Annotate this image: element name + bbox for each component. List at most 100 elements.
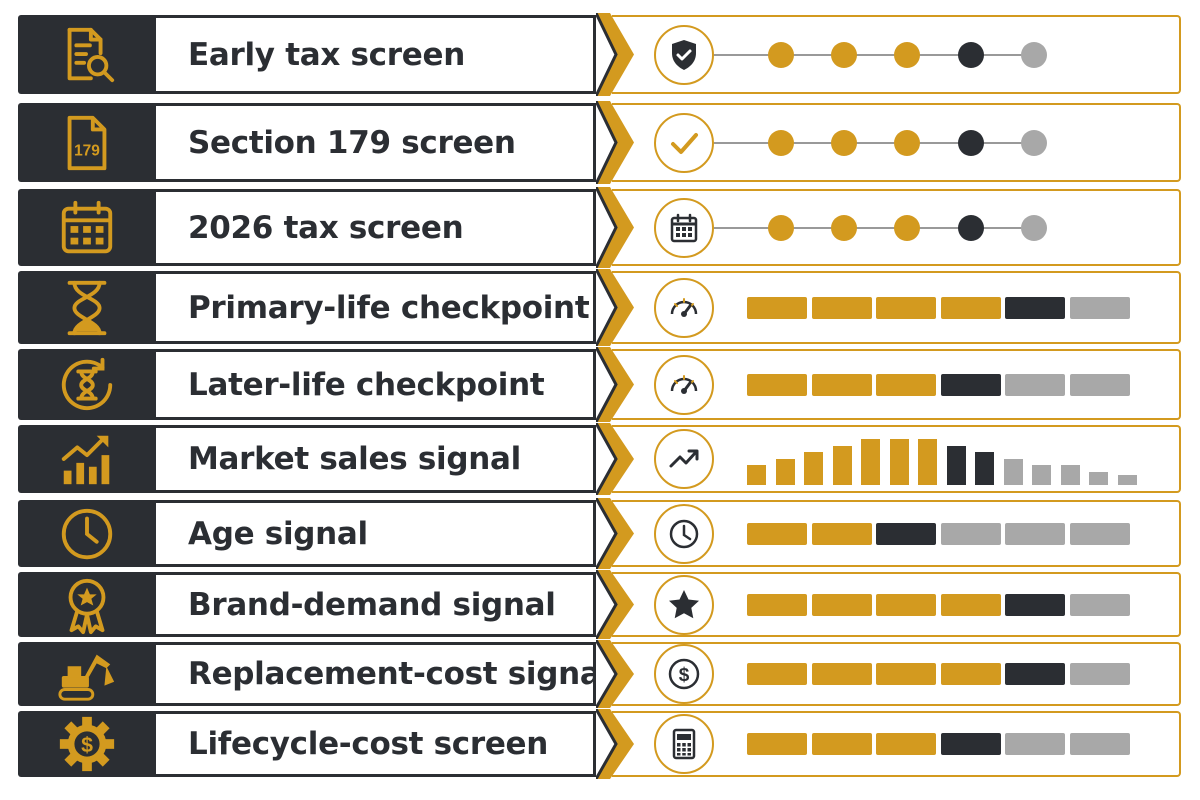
- segment: [1069, 296, 1130, 319]
- signal-bar: [1117, 475, 1137, 485]
- segment: [811, 663, 872, 685]
- segment: [1069, 593, 1130, 616]
- row-icon-panel: [18, 425, 156, 493]
- signal-bar: [747, 465, 766, 485]
- row-icon-panel: [18, 189, 156, 266]
- hourglass-icon: [56, 277, 118, 339]
- signal-row: 2026 tax screen: [18, 189, 1181, 266]
- signal-bar: [775, 459, 795, 485]
- segment: [747, 663, 807, 685]
- bar-signal: [747, 425, 1147, 485]
- signal-bar: [804, 452, 823, 485]
- segment: [940, 373, 1001, 396]
- row-icon-panel: $: [18, 711, 156, 777]
- signal-bar: [975, 452, 994, 485]
- step-dot: [831, 41, 857, 68]
- hourglass-cycle-icon: [56, 354, 118, 416]
- step-dot: [1021, 41, 1047, 68]
- step-connector: [714, 226, 1034, 229]
- step-progress: [714, 40, 1074, 70]
- step-dot: [894, 214, 920, 241]
- growth-chart-icon: [56, 428, 118, 490]
- section-179-icon-text: 179: [74, 142, 100, 159]
- row-label: Lifecycle-cost screen: [156, 711, 596, 777]
- segment: [876, 296, 936, 319]
- row-label: Early tax screen: [156, 15, 596, 94]
- segment: [876, 373, 936, 396]
- step-dot: [958, 41, 984, 68]
- segment: [876, 733, 936, 755]
- chevron-right-icon: [596, 570, 636, 639]
- segment: [811, 373, 872, 396]
- step-dot: [768, 129, 794, 156]
- signal-row: Primary-life checkpoint: [18, 271, 1181, 344]
- signal-row: Brand-demand signal: [18, 572, 1181, 637]
- step-dot: [831, 129, 857, 156]
- svg-text:$: $: [81, 733, 93, 757]
- chevron-right-icon: [596, 347, 636, 422]
- checkmark-icon: [654, 112, 714, 173]
- segment: [940, 733, 1001, 755]
- row-icon-panel: [18, 572, 156, 637]
- signal-bar: [832, 446, 852, 485]
- row-label: Brand-demand signal: [156, 572, 596, 637]
- segment-bar: [747, 522, 1137, 545]
- gear-dollar-icon: $: [56, 713, 118, 775]
- step-dot: [894, 41, 920, 68]
- document-search-icon: [56, 24, 118, 86]
- segment: [747, 522, 807, 545]
- chevron-right-icon: [596, 498, 636, 569]
- svg-text:$: $: [679, 665, 690, 686]
- step-dot: [768, 41, 794, 68]
- step-dot: [831, 214, 857, 241]
- step-dot: [894, 129, 920, 156]
- calculator-icon: [654, 714, 714, 774]
- segment: [811, 733, 872, 755]
- segment: [1005, 373, 1065, 396]
- row-icon-panel: 179: [18, 103, 156, 182]
- excavator-icon: [56, 643, 118, 705]
- step-progress: [714, 213, 1074, 243]
- signal-bar: [889, 439, 909, 485]
- signal-bar: [861, 439, 880, 485]
- segment: [876, 522, 936, 545]
- clock-icon: [56, 503, 118, 565]
- segment: [1005, 593, 1065, 616]
- segment: [1069, 663, 1130, 685]
- calendar-icon: [654, 197, 714, 258]
- signal-bar: [1003, 459, 1023, 485]
- calendar-icon: [56, 197, 118, 259]
- segment: [1069, 733, 1130, 755]
- segment: [940, 593, 1001, 616]
- row-icon-panel: [18, 642, 156, 706]
- segment: [747, 733, 807, 755]
- segment: [876, 593, 936, 616]
- step-dot: [958, 214, 984, 241]
- segment: [747, 373, 807, 396]
- signal-row: Replacement-cost signal $: [18, 642, 1181, 706]
- signal-bar: [1032, 465, 1051, 485]
- segment-bar: [747, 733, 1137, 755]
- chevron-right-icon: [596, 709, 636, 779]
- step-dot: [1021, 214, 1047, 241]
- dollar-coin-icon: $: [654, 644, 714, 704]
- segment: [1005, 296, 1065, 319]
- signal-row: Market sales signal: [18, 425, 1181, 493]
- segment: [747, 593, 807, 616]
- star-icon: [654, 574, 714, 635]
- segment-bar: [747, 663, 1137, 685]
- trend-up-icon: [654, 429, 714, 489]
- signal-bar: [1089, 472, 1108, 485]
- row-icon-panel: [18, 15, 156, 94]
- segment: [1005, 733, 1065, 755]
- gauge-icon: [654, 354, 714, 415]
- segment: [1069, 522, 1130, 545]
- row-label: Primary-life checkpoint: [156, 271, 596, 344]
- segment: [811, 593, 872, 616]
- chevron-right-icon: [596, 101, 636, 184]
- signal-row: $ Lifecycle-cost screen: [18, 711, 1181, 777]
- signal-row: Early tax screen: [18, 15, 1181, 94]
- chevron-right-icon: [596, 269, 636, 346]
- row-label: Age signal: [156, 500, 596, 567]
